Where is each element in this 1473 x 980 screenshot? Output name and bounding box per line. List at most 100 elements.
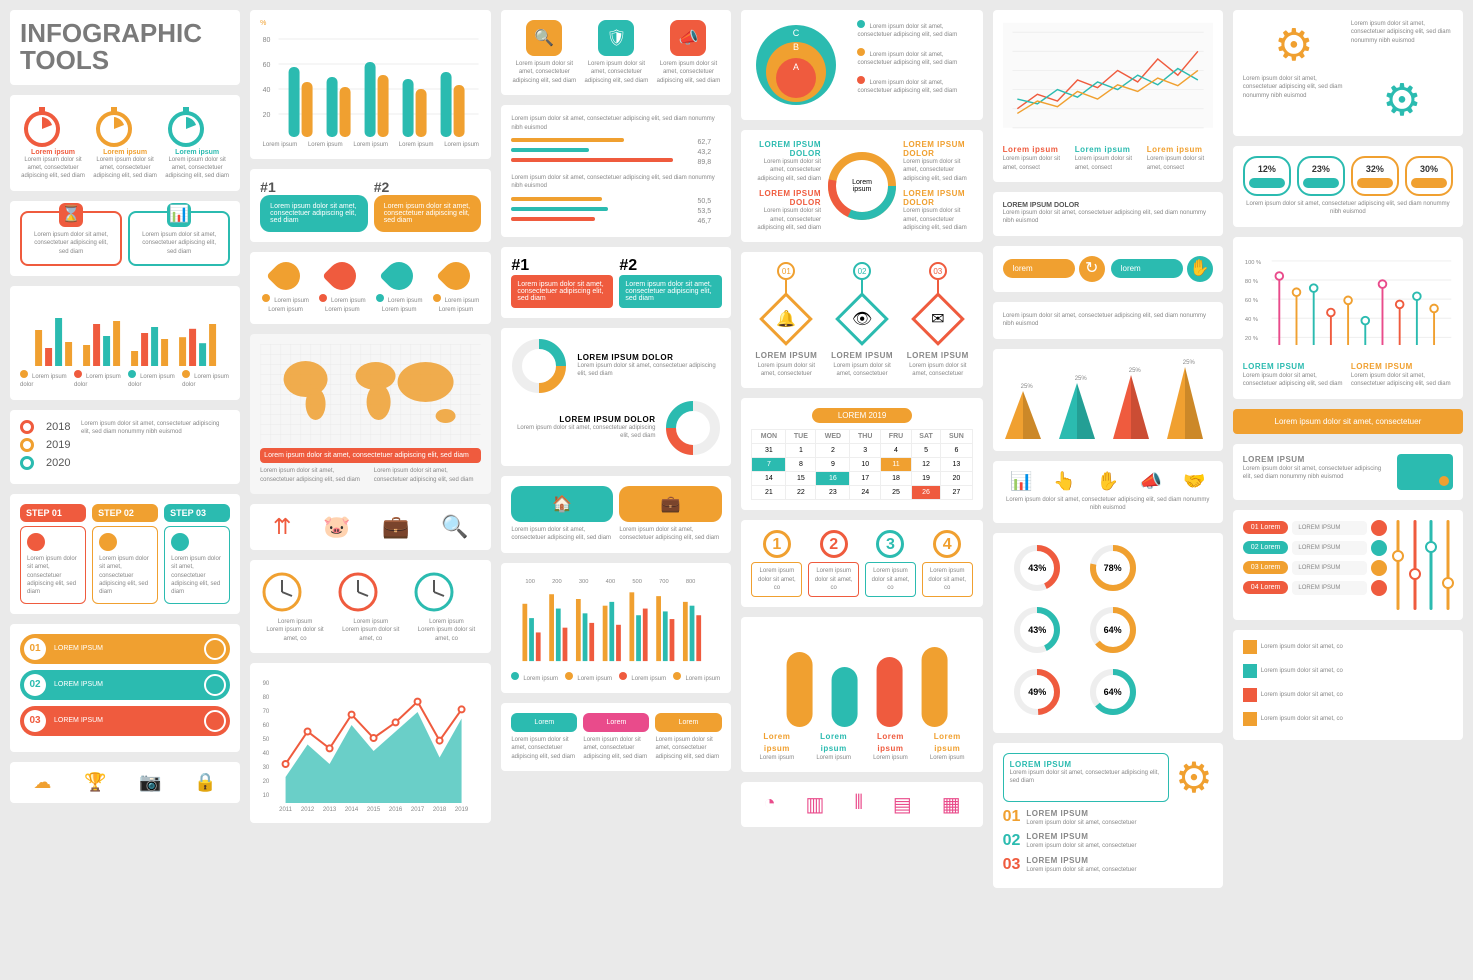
svg-text:20: 20 bbox=[263, 779, 270, 785]
svg-text:30: 30 bbox=[263, 765, 270, 771]
nested-circles: C B A Lorem ipsum dolor sit amet, consec… bbox=[741, 10, 982, 120]
pin: Lorem ipsumLorem ipsum bbox=[260, 262, 311, 314]
gauge: 78% bbox=[1078, 543, 1147, 593]
gauge: 64% bbox=[1078, 667, 1147, 717]
years-panel: 201820192020 Lorem ipsum dolor sit amet,… bbox=[10, 410, 240, 484]
icon-card: 🔍Lorem ipsum dolor sit amet, consectetue… bbox=[511, 20, 577, 85]
piggy-icon: 🐷 bbox=[323, 514, 350, 540]
diamond: 02 👁 bbox=[827, 262, 897, 344]
num-dot: 3 bbox=[865, 530, 916, 558]
cone: 25% bbox=[1003, 383, 1051, 441]
num-strip: 01LOREM IPSUM bbox=[20, 634, 230, 664]
hash-cards: #1Lorem ipsum dolor sit amet, consectetu… bbox=[501, 247, 731, 318]
pie-icon: ◔ bbox=[763, 792, 775, 817]
two-boxes: ⌛ Lorem ipsum dolor sit amet, consectetu… bbox=[10, 201, 240, 276]
hash-card: #2Lorem ipsum dolor sit amet, consectetu… bbox=[619, 257, 721, 308]
svg-text:C: C bbox=[793, 28, 800, 38]
center-ring: LOREM IPSUM DOLORLorem ipsum dolor sit a… bbox=[741, 130, 982, 242]
sheet-icon: ▦ bbox=[942, 792, 961, 817]
list-strip: 04 LoremLOREM IPSUM bbox=[1243, 580, 1387, 596]
chat-bubble: 💼Lorem ipsum dolor sit amet, consectetue… bbox=[619, 486, 721, 543]
pill-btn[interactable]: lorem↻ bbox=[1003, 256, 1105, 282]
svg-text:70: 70 bbox=[263, 709, 270, 715]
cone: 25% bbox=[1057, 375, 1105, 441]
title-panel: INFOGRAPHIC TOOLS bbox=[10, 10, 240, 85]
rounded-bars: Lorem ipsumLorem ipsumLorem ipsumLorem i… bbox=[741, 617, 982, 772]
gauge: 43% bbox=[1003, 605, 1072, 655]
svg-text:80: 80 bbox=[263, 695, 270, 701]
pin: Lorem ipsumLorem ipsum bbox=[431, 262, 482, 314]
mini-bar-chart: Lorem ipsum dolorLorem ipsum dolorLorem … bbox=[10, 286, 240, 400]
svg-text:200: 200 bbox=[552, 578, 562, 584]
text-block-2: Lorem ipsum dolor sit amet, consectetuer… bbox=[993, 302, 1223, 339]
gauge: 64% bbox=[1078, 605, 1147, 655]
num-strips: 01LOREM IPSUM02LOREM IPSUM03LOREM IPSUM bbox=[10, 624, 240, 752]
svg-text:700: 700 bbox=[659, 578, 669, 584]
half-donuts: LOREM IPSUM DOLORLorem ipsum dolor sit a… bbox=[501, 328, 731, 466]
step: STEP 01 Lorem ipsum dolor sit amet, cons… bbox=[20, 504, 86, 604]
list-strip: 03 LoremLOREM IPSUM bbox=[1243, 560, 1387, 576]
pin-icons: Lorem ipsumLorem ipsum Lorem ipsumLorem … bbox=[250, 252, 491, 324]
svg-text:80 %: 80 % bbox=[1245, 279, 1258, 285]
hbars-1: Lorem ipsum dolor sit amet, consectetuer… bbox=[501, 105, 731, 237]
svg-text:2017: 2017 bbox=[411, 807, 425, 813]
svg-text:60: 60 bbox=[263, 723, 270, 729]
bars-icon: ▥ bbox=[806, 792, 825, 817]
stopwatch: Lorem ipsum Lorem ipsum dolor sit amet, … bbox=[92, 105, 158, 181]
lock-icon: 🔒 bbox=[194, 772, 216, 793]
svg-text:2012: 2012 bbox=[301, 807, 315, 813]
five-icons: 📊👆✋📣🤝 Lorem ipsum dolor sit amet, consec… bbox=[993, 461, 1223, 523]
bar-pct-chart: % 80604020 Lorem ipsumLorem ipsumLorem i… bbox=[250, 10, 491, 159]
svg-text:20 %: 20 % bbox=[1245, 336, 1258, 342]
svg-text:300: 300 bbox=[579, 578, 589, 584]
search-icon: 🔍 bbox=[441, 514, 468, 540]
clock: Lorem ipsumLorem ipsum dolor sit amet, c… bbox=[260, 570, 330, 643]
pct-pill: 30% bbox=[1405, 156, 1453, 196]
chat-bubble: 🏠Lorem ipsum dolor sit amet, consectetue… bbox=[511, 486, 613, 543]
svg-text:2013: 2013 bbox=[323, 807, 337, 813]
clock: Lorem ipsumLorem ipsum dolor sit amet, c… bbox=[412, 570, 482, 643]
num-dot: 4 bbox=[922, 530, 973, 558]
num-dot: 1 bbox=[751, 530, 802, 558]
svg-text:50: 50 bbox=[263, 737, 270, 743]
pct-pill: 12% bbox=[1243, 156, 1291, 196]
card-note: LOREM IPSUM Lorem ipsum dolor sit amet, … bbox=[1233, 444, 1463, 500]
diamond: 03 ✉ bbox=[903, 262, 973, 344]
line-icon: 🤝 bbox=[1183, 471, 1205, 492]
clock: Lorem ipsumLorem ipsum dolor sit amet, c… bbox=[336, 570, 406, 643]
svg-text:60: 60 bbox=[263, 62, 271, 69]
gauge: 43% bbox=[1003, 543, 1072, 593]
svg-text:A: A bbox=[793, 62, 799, 72]
svg-text:800: 800 bbox=[686, 578, 696, 584]
num-strip: 03LOREM IPSUM bbox=[20, 706, 230, 736]
step: STEP 02 Lorem ipsum dolor sit amet, cons… bbox=[92, 504, 158, 604]
pill-buttons: lorem↻lorem✋ bbox=[993, 246, 1223, 292]
icon-card: 🛡Lorem ipsum dolor sit amet, consectetue… bbox=[583, 20, 649, 85]
svg-text:2019: 2019 bbox=[455, 807, 469, 813]
pin: Lorem ipsumLorem ipsum bbox=[374, 262, 425, 314]
briefcase-icon: 💼 bbox=[382, 514, 409, 540]
svg-text:40: 40 bbox=[263, 87, 271, 94]
list-strip: 02 LoremLOREM IPSUM bbox=[1243, 540, 1387, 556]
svg-text:2011: 2011 bbox=[279, 807, 293, 813]
title-l2: TOOLS bbox=[20, 47, 230, 74]
svg-text:400: 400 bbox=[606, 578, 616, 584]
ribbon: Lorem ipsum dolor sit amet, consectetuer bbox=[1233, 409, 1463, 434]
cam-icon: 📷 bbox=[139, 772, 161, 793]
tag: LoremLorem ipsum dolor sit amet, consect… bbox=[583, 713, 649, 761]
world-map: Lorem ipsum dolor sit amet, consectetuer… bbox=[250, 334, 491, 494]
pill-btn[interactable]: lorem✋ bbox=[1111, 256, 1213, 282]
pct-pill: 23% bbox=[1297, 156, 1345, 196]
svg-text:2014: 2014 bbox=[345, 807, 359, 813]
cones: 25%25%25%25% bbox=[993, 349, 1223, 451]
number-dots: 1234 Lorem ipsum dolor sit amet, coLorem… bbox=[741, 520, 982, 607]
svg-text:80: 80 bbox=[263, 37, 271, 44]
gauge: 49% bbox=[1003, 667, 1072, 717]
timeline-diamonds: 01 🔔02 👁03 ✉ LOREM IPSUMLorem ipsum dolo… bbox=[741, 252, 982, 388]
area-chart: 9080706050403020102011201220132014201520… bbox=[250, 663, 491, 823]
icon-card: 📣Lorem ipsum dolor sit amet, consectetue… bbox=[655, 20, 721, 85]
svg-text:2018: 2018 bbox=[433, 807, 447, 813]
stopwatch: Lorem ipsum Lorem ipsum dolor sit amet, … bbox=[164, 105, 230, 181]
cloud-icon: ☁ bbox=[33, 772, 51, 793]
list-strip: 01 LoremLOREM IPSUM bbox=[1243, 520, 1387, 536]
